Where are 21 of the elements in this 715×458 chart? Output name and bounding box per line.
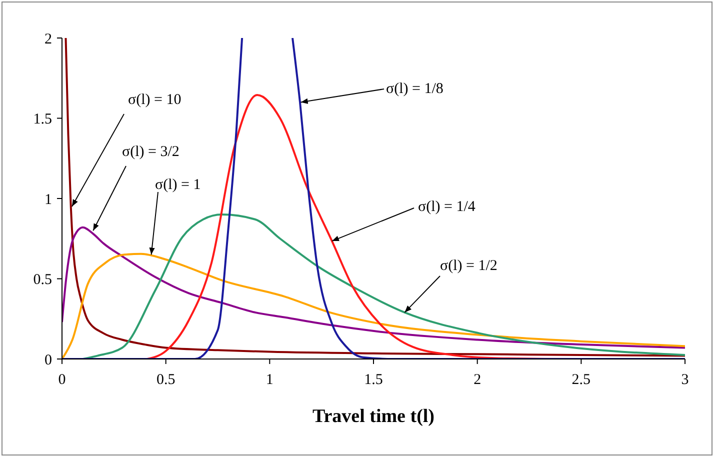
y-tick-label: 0: [44, 352, 52, 368]
annotation: σ(l) = 10: [128, 92, 182, 108]
x-tick-label: 3: [681, 372, 689, 388]
x-tick-label: 0.5: [156, 372, 176, 388]
x-tick-label: 1: [266, 372, 274, 388]
annotation: σ(l) = 1: [155, 177, 201, 193]
line-series: [62, 226, 685, 349]
y-tick-label: 1.5: [33, 112, 52, 128]
y-tick-label: 1: [44, 192, 52, 208]
annotation: σ(l) = 3/2: [122, 144, 180, 160]
line-series: [82, 214, 685, 359]
x-tick-label: 2.5: [572, 372, 591, 388]
x-tick-label: 2: [474, 372, 482, 388]
annotation: σ(l) = 1/2: [440, 258, 498, 274]
x-tick-label: 1.5: [364, 372, 383, 388]
x-tick-label: 0: [58, 372, 66, 388]
x-axis-title: Travel time t(l): [312, 406, 435, 427]
y-tick-label: 2: [44, 31, 52, 48]
annotation: σ(l) = 1/8: [386, 81, 444, 97]
y-tick-label: 0.5: [33, 272, 52, 288]
annotation: σ(l) = 1/4: [418, 199, 476, 215]
